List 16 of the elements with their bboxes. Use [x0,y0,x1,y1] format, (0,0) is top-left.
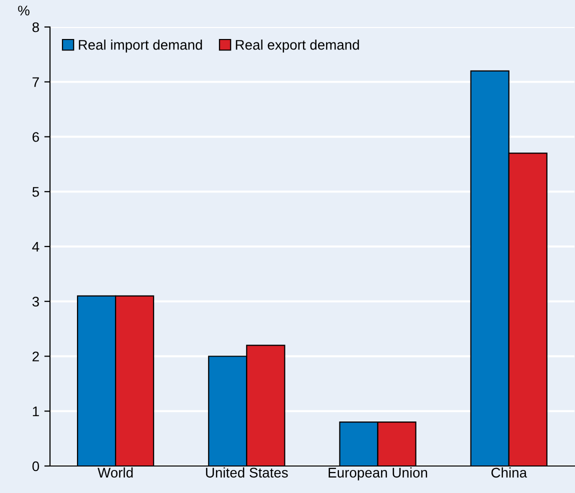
x-tick-label: United States [206,467,288,478]
y-tick-label: 3 [32,296,39,307]
legend-label: Real export demand [236,40,359,53]
y-tick-label: 2 [32,352,39,362]
y-tick-label: 6 [32,132,39,142]
y-tick-label: 1 [32,406,39,416]
y-tick-label: 4 [32,242,40,252]
x-tick-label: European Union [328,467,428,480]
y-tick-label: 0 [32,461,40,472]
y-tick-label: 7 [32,77,39,87]
y-tick-label: 8 [32,22,39,32]
x-tick-label: China [491,467,528,478]
legend-label: Real import demand [78,40,202,53]
y-axis-title: % [18,6,30,16]
y-tick-label: 5 [32,187,39,197]
x-tick-label: World [98,467,133,478]
